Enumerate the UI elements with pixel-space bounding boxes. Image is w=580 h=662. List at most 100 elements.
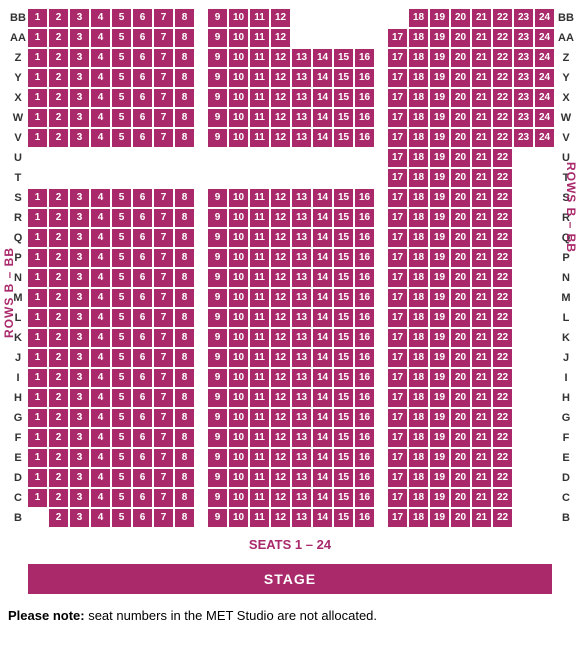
seat[interactable]: 11	[250, 249, 269, 267]
seat[interactable]: 1	[28, 69, 47, 87]
seat[interactable]: 14	[313, 49, 332, 67]
seat[interactable]: 9	[208, 249, 227, 267]
seat[interactable]: 19	[430, 249, 449, 267]
seat[interactable]: 17	[388, 349, 407, 367]
seat[interactable]: 2	[49, 489, 68, 507]
seat[interactable]: 6	[133, 429, 152, 447]
seat[interactable]: 10	[229, 269, 248, 287]
seat[interactable]: 10	[229, 249, 248, 267]
seat[interactable]: 22	[493, 169, 512, 187]
seat[interactable]: 16	[355, 289, 374, 307]
seat[interactable]: 20	[451, 509, 470, 527]
seat[interactable]: 8	[175, 389, 194, 407]
seat[interactable]: 1	[28, 129, 47, 147]
seat[interactable]: 9	[208, 309, 227, 327]
seat[interactable]: 5	[112, 249, 131, 267]
seat[interactable]: 14	[313, 69, 332, 87]
seat[interactable]: 20	[451, 449, 470, 467]
seat[interactable]: 22	[493, 509, 512, 527]
seat[interactable]: 6	[133, 289, 152, 307]
seat[interactable]: 9	[208, 409, 227, 427]
seat[interactable]: 5	[112, 89, 131, 107]
seat[interactable]: 21	[472, 189, 491, 207]
seat[interactable]: 22	[493, 269, 512, 287]
seat[interactable]: 7	[154, 329, 173, 347]
seat[interactable]: 21	[472, 509, 491, 527]
seat[interactable]: 5	[112, 369, 131, 387]
seat[interactable]: 19	[430, 109, 449, 127]
seat[interactable]: 19	[430, 69, 449, 87]
seat[interactable]: 10	[229, 129, 248, 147]
seat[interactable]: 18	[409, 449, 428, 467]
seat[interactable]: 11	[250, 289, 269, 307]
seat[interactable]: 3	[70, 449, 89, 467]
seat[interactable]: 12	[271, 269, 290, 287]
seat[interactable]: 21	[472, 489, 491, 507]
seat[interactable]: 7	[154, 249, 173, 267]
seat[interactable]: 16	[355, 49, 374, 67]
seat[interactable]: 8	[175, 369, 194, 387]
seat[interactable]: 5	[112, 209, 131, 227]
seat[interactable]: 3	[70, 469, 89, 487]
seat[interactable]: 3	[70, 249, 89, 267]
seat[interactable]: 14	[313, 509, 332, 527]
seat[interactable]: 5	[112, 269, 131, 287]
seat[interactable]: 21	[472, 89, 491, 107]
seat[interactable]: 16	[355, 229, 374, 247]
seat[interactable]: 17	[388, 289, 407, 307]
seat[interactable]: 13	[292, 49, 311, 67]
seat[interactable]: 11	[250, 109, 269, 127]
seat[interactable]: 3	[70, 9, 89, 27]
seat[interactable]: 20	[451, 489, 470, 507]
seat[interactable]: 7	[154, 449, 173, 467]
seat[interactable]: 5	[112, 49, 131, 67]
seat[interactable]: 19	[430, 309, 449, 327]
seat[interactable]: 3	[70, 349, 89, 367]
seat[interactable]: 1	[28, 229, 47, 247]
seat[interactable]: 8	[175, 409, 194, 427]
seat[interactable]: 4	[91, 129, 110, 147]
seat[interactable]: 20	[451, 309, 470, 327]
seat[interactable]: 8	[175, 449, 194, 467]
seat[interactable]: 4	[91, 309, 110, 327]
seat[interactable]: 6	[133, 389, 152, 407]
seat[interactable]: 17	[388, 249, 407, 267]
seat[interactable]: 24	[535, 69, 554, 87]
seat[interactable]: 12	[271, 469, 290, 487]
seat[interactable]: 22	[493, 329, 512, 347]
seat[interactable]: 18	[409, 209, 428, 227]
seat[interactable]: 18	[409, 329, 428, 347]
seat[interactable]: 24	[535, 49, 554, 67]
seat[interactable]: 5	[112, 109, 131, 127]
seat[interactable]: 1	[28, 429, 47, 447]
seat[interactable]: 20	[451, 49, 470, 67]
seat[interactable]: 15	[334, 189, 353, 207]
seat[interactable]: 15	[334, 409, 353, 427]
seat[interactable]: 13	[292, 449, 311, 467]
seat[interactable]: 20	[451, 29, 470, 47]
seat[interactable]: 13	[292, 249, 311, 267]
seat[interactable]: 15	[334, 329, 353, 347]
seat[interactable]: 18	[409, 49, 428, 67]
seat[interactable]: 6	[133, 469, 152, 487]
seat[interactable]: 14	[313, 469, 332, 487]
seat[interactable]: 22	[493, 69, 512, 87]
seat[interactable]: 21	[472, 269, 491, 287]
seat[interactable]: 19	[430, 209, 449, 227]
seat[interactable]: 4	[91, 289, 110, 307]
seat[interactable]: 14	[313, 269, 332, 287]
seat[interactable]: 1	[28, 29, 47, 47]
seat[interactable]: 7	[154, 129, 173, 147]
seat[interactable]: 3	[70, 509, 89, 527]
seat[interactable]: 9	[208, 129, 227, 147]
seat[interactable]: 15	[334, 349, 353, 367]
seat[interactable]: 19	[430, 29, 449, 47]
seat[interactable]: 13	[292, 69, 311, 87]
seat[interactable]: 11	[250, 9, 269, 27]
seat[interactable]: 21	[472, 249, 491, 267]
seat[interactable]: 2	[49, 329, 68, 347]
seat[interactable]: 4	[91, 249, 110, 267]
seat[interactable]: 13	[292, 89, 311, 107]
seat[interactable]: 24	[535, 29, 554, 47]
seat[interactable]: 4	[91, 229, 110, 247]
